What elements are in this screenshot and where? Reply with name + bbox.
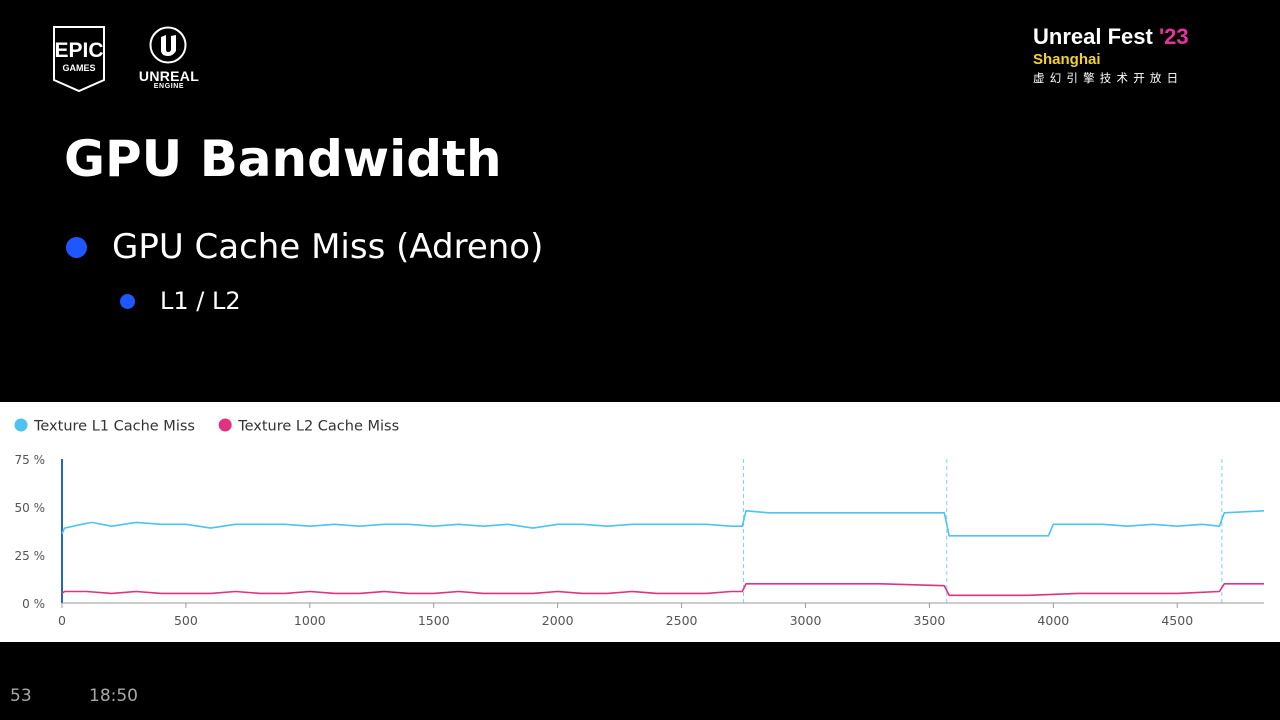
- x-tick-label: 0: [58, 613, 66, 628]
- bullet-dot-icon: [66, 236, 87, 258]
- bullet-item-1: GPU Cache Miss (Adreno): [66, 224, 543, 270]
- unreal-u-icon: [149, 26, 187, 64]
- slide-title: GPU Bandwidth: [64, 130, 502, 188]
- fest-name: Unreal Fest: [1033, 24, 1159, 49]
- y-tick-label: 50 %: [15, 501, 46, 515]
- x-tick-label: 1500: [418, 613, 450, 628]
- unreal-logo-word: UNREAL: [138, 68, 200, 84]
- legend-label-1: Texture L1 Cache Miss: [33, 419, 195, 435]
- fest-city: Shanghai: [1033, 51, 1101, 68]
- bullet-item-2: L1 / L2: [120, 284, 241, 318]
- page-number: 53: [10, 686, 32, 706]
- y-tick-label: 75 %: [15, 453, 46, 467]
- clock-time: 18:50: [89, 686, 138, 706]
- y-tick-label: 25 %: [15, 549, 46, 563]
- fest-title: Unreal Fest '23: [1033, 24, 1233, 50]
- fest-year: '23: [1158, 24, 1189, 49]
- unreal-logo-subword: ENGINE: [153, 83, 185, 90]
- legend-marker-2: [218, 418, 232, 432]
- sub-bullet-dot-icon: [120, 293, 135, 309]
- legend-label-2: Texture L2 Cache Miss: [237, 419, 399, 435]
- series-line-2: [61, 583, 1264, 597]
- epic-logo-subword: GAMES: [62, 63, 95, 73]
- y-tick-label: 0 %: [22, 597, 45, 611]
- bullet-text-1: GPU Cache Miss (Adreno): [112, 227, 544, 267]
- epic-logo-word: EPIC: [54, 39, 103, 62]
- x-tick-label: 4000: [1037, 613, 1069, 628]
- cache-miss-chart: Texture L1 Cache Miss Texture L2 Cache Mi…: [0, 402, 1280, 642]
- legend-marker-1: [14, 418, 28, 432]
- x-tick-label: 2500: [666, 613, 698, 628]
- x-tick-label: 3000: [790, 613, 822, 628]
- x-tick-label: 1000: [294, 613, 326, 628]
- x-tick-label: 2000: [542, 613, 574, 628]
- x-tick-label: 500: [174, 613, 198, 628]
- series-line-1: [61, 510, 1265, 537]
- unreal-fest-badge: Unreal Fest '23 Shanghai 虚幻引擎技术开放日: [1033, 24, 1233, 87]
- epic-games-logo: EPIC GAMES: [50, 25, 108, 93]
- x-tick-label: 3500: [914, 613, 946, 628]
- bullet-text-2: L1 / L2: [160, 287, 241, 315]
- fest-subtitle: 虚幻引擎技术开放日: [1033, 71, 1184, 85]
- chart-canvas: Texture L1 Cache Miss Texture L2 Cache Mi…: [14, 418, 1265, 628]
- unreal-engine-logo: UNREAL ENGINE: [126, 25, 212, 93]
- x-tick-label: 4500: [1161, 613, 1193, 628]
